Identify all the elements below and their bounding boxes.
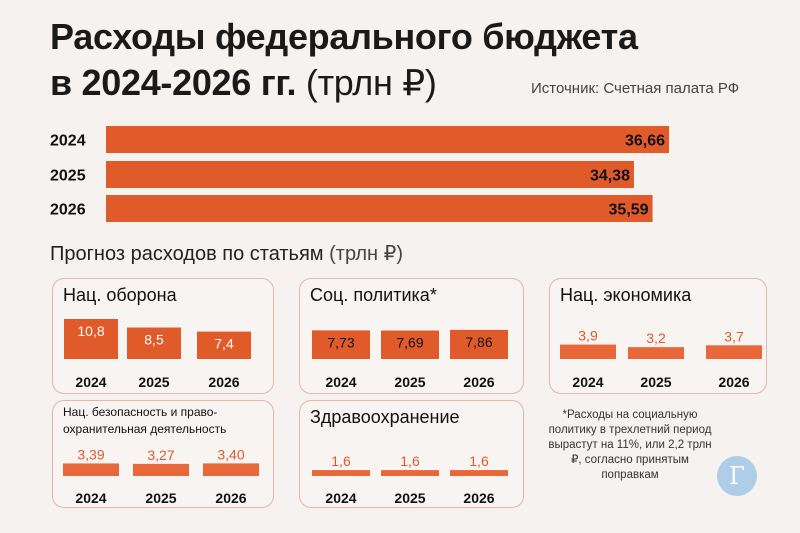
panel-1-bar-2025 bbox=[127, 327, 181, 359]
panel-1-year-2025: 2025 bbox=[138, 374, 169, 390]
main-bar-2026 bbox=[106, 195, 653, 222]
panel-5-bar-2024 bbox=[312, 470, 370, 476]
panel-3-value-2025: 3,2 bbox=[646, 330, 666, 346]
panel-1-bar-2026 bbox=[197, 331, 251, 359]
panel-4-bar-2024 bbox=[63, 463, 119, 476]
panel-5-value-2025: 1,6 bbox=[400, 453, 420, 469]
panel-3-year-2024: 2024 bbox=[572, 374, 603, 390]
main-bar-chart: 2024 36,66 2025 34,38 2026 35,59 bbox=[50, 126, 669, 222]
gazeta-logo-icon: Г bbox=[717, 456, 757, 496]
panel-1-year-2024: 2024 bbox=[75, 374, 106, 390]
panel-chart-security: 3,39 2024 3,27 2025 3,40 2026 bbox=[63, 446, 259, 506]
panel-1-year-2026: 2026 bbox=[208, 374, 239, 390]
panel-5-bar-2026 bbox=[450, 470, 508, 476]
title-line-1: Расходы федерального бюджета bbox=[50, 16, 638, 57]
panel-chart-defense: 10,8 2024 8,5 2025 7,4 2026 bbox=[64, 319, 251, 390]
panel-4-year-2025: 2025 bbox=[145, 490, 176, 506]
main-value-label-2025: 34,38 bbox=[590, 168, 630, 185]
panel-3-value-2024: 3,9 bbox=[578, 328, 598, 344]
panel-4-value-2026: 3,40 bbox=[217, 446, 244, 462]
panel-5-year-2026: 2026 bbox=[463, 490, 494, 506]
panel-4-bar-2026 bbox=[203, 463, 259, 476]
forecast-title: Прогноз расходов по статьям bbox=[50, 243, 324, 265]
panel-1-bar-2024 bbox=[64, 319, 118, 359]
panel-3-year-2026: 2026 bbox=[718, 374, 749, 390]
main-bar-2024 bbox=[106, 126, 669, 153]
panel-defense: Нац. оборона 10,8 2024 8,5 2025 7,4 2026 bbox=[52, 278, 274, 394]
panel-3-bar-2024 bbox=[560, 344, 616, 359]
panel-4-bar-2025 bbox=[133, 463, 189, 476]
panel-title-defense: Нац. оборона bbox=[63, 285, 177, 305]
panel-5-bar-2025 bbox=[381, 470, 439, 476]
panel-chart-health: 1,6 2024 1,6 2025 1,6 2026 bbox=[312, 453, 508, 506]
panel-2-bar-2025 bbox=[381, 330, 439, 359]
panel-5-year-2024: 2024 bbox=[325, 490, 356, 506]
panel-security: Нац. безопасность и право-охранительная … bbox=[52, 400, 274, 508]
panel-2-bar-2026 bbox=[450, 329, 508, 359]
panel-title-health: Здравоохранение bbox=[310, 407, 460, 427]
panel-3-value-2026: 3,7 bbox=[724, 328, 744, 344]
panel-4-value-2024: 3,39 bbox=[77, 446, 104, 462]
panel-3-bar-2026 bbox=[706, 345, 762, 359]
panel-1-value-2024: 10,8 bbox=[77, 323, 104, 339]
panel-health: Здравоохранение 1,6 2024 1,6 2025 1,6 2026 bbox=[299, 400, 524, 508]
main-value-label-2024: 36,66 bbox=[625, 133, 665, 150]
panel-2-year-2025: 2025 bbox=[394, 374, 425, 390]
panel-4-year-2024: 2024 bbox=[75, 490, 106, 506]
panel-2-year-2024: 2024 bbox=[325, 374, 356, 390]
panel-5-value-2024: 1,6 bbox=[331, 453, 351, 469]
panel-3-bar-2025 bbox=[628, 347, 684, 359]
footnote: *Расходы на социальную политику в трехле… bbox=[548, 409, 712, 481]
main-category-label-2025: 2025 bbox=[50, 168, 86, 185]
panel-2-value-2025: 7,69 bbox=[396, 335, 423, 351]
forecast-unit: (трлн ₽) bbox=[329, 243, 404, 265]
panel-title-security: Нац. безопасность и право-охранительная … bbox=[63, 405, 227, 436]
panel-2-bar-2024 bbox=[312, 330, 370, 359]
panel-4-value-2025: 3,27 bbox=[147, 447, 174, 463]
panel-4-year-2026: 2026 bbox=[215, 490, 246, 506]
main-category-label-2026: 2026 bbox=[50, 202, 86, 219]
panel-chart-economy: 3,9 2024 3,2 2025 3,7 2026 bbox=[560, 328, 762, 390]
title-line-2: в 2024-2026 гг. bbox=[50, 62, 297, 103]
panel-3-year-2025: 2025 bbox=[640, 374, 671, 390]
source-label: Источник: Счетная палата РФ bbox=[531, 80, 740, 97]
panel-title-economy: Нац. экономика bbox=[560, 285, 692, 305]
panel-2-value-2026: 7,86 bbox=[465, 334, 492, 350]
panel-1-value-2025: 8,5 bbox=[144, 332, 164, 348]
panel-social: Соц. политика* 7,73 2024 7,69 2025 7,86 2026 bbox=[299, 278, 524, 394]
forecast-subtitle: Прогноз расходов по статьям (трлн ₽) bbox=[50, 241, 403, 266]
panel-5-value-2026: 1,6 bbox=[469, 453, 489, 469]
main-value-label-2026: 35,59 bbox=[609, 202, 649, 219]
panel-2-year-2026: 2026 bbox=[463, 374, 494, 390]
main-category-label-2024: 2024 bbox=[50, 133, 86, 150]
title-unit: (трлн ₽) bbox=[305, 62, 437, 103]
main-bar-2025 bbox=[106, 161, 634, 188]
panel-1-value-2026: 7,4 bbox=[214, 336, 234, 352]
panel-title-social: Соц. политика* bbox=[310, 285, 437, 305]
panel-chart-social: 7,73 2024 7,69 2025 7,86 2026 bbox=[312, 329, 508, 390]
page-title: Расходы федерального бюджета в 2024-2026 … bbox=[50, 14, 638, 106]
panel-2-value-2024: 7,73 bbox=[327, 334, 354, 350]
panel-economy: Нац. экономика 3,9 2024 3,2 2025 3,7 2026 bbox=[549, 278, 767, 394]
panel-5-year-2025: 2025 bbox=[394, 490, 425, 506]
